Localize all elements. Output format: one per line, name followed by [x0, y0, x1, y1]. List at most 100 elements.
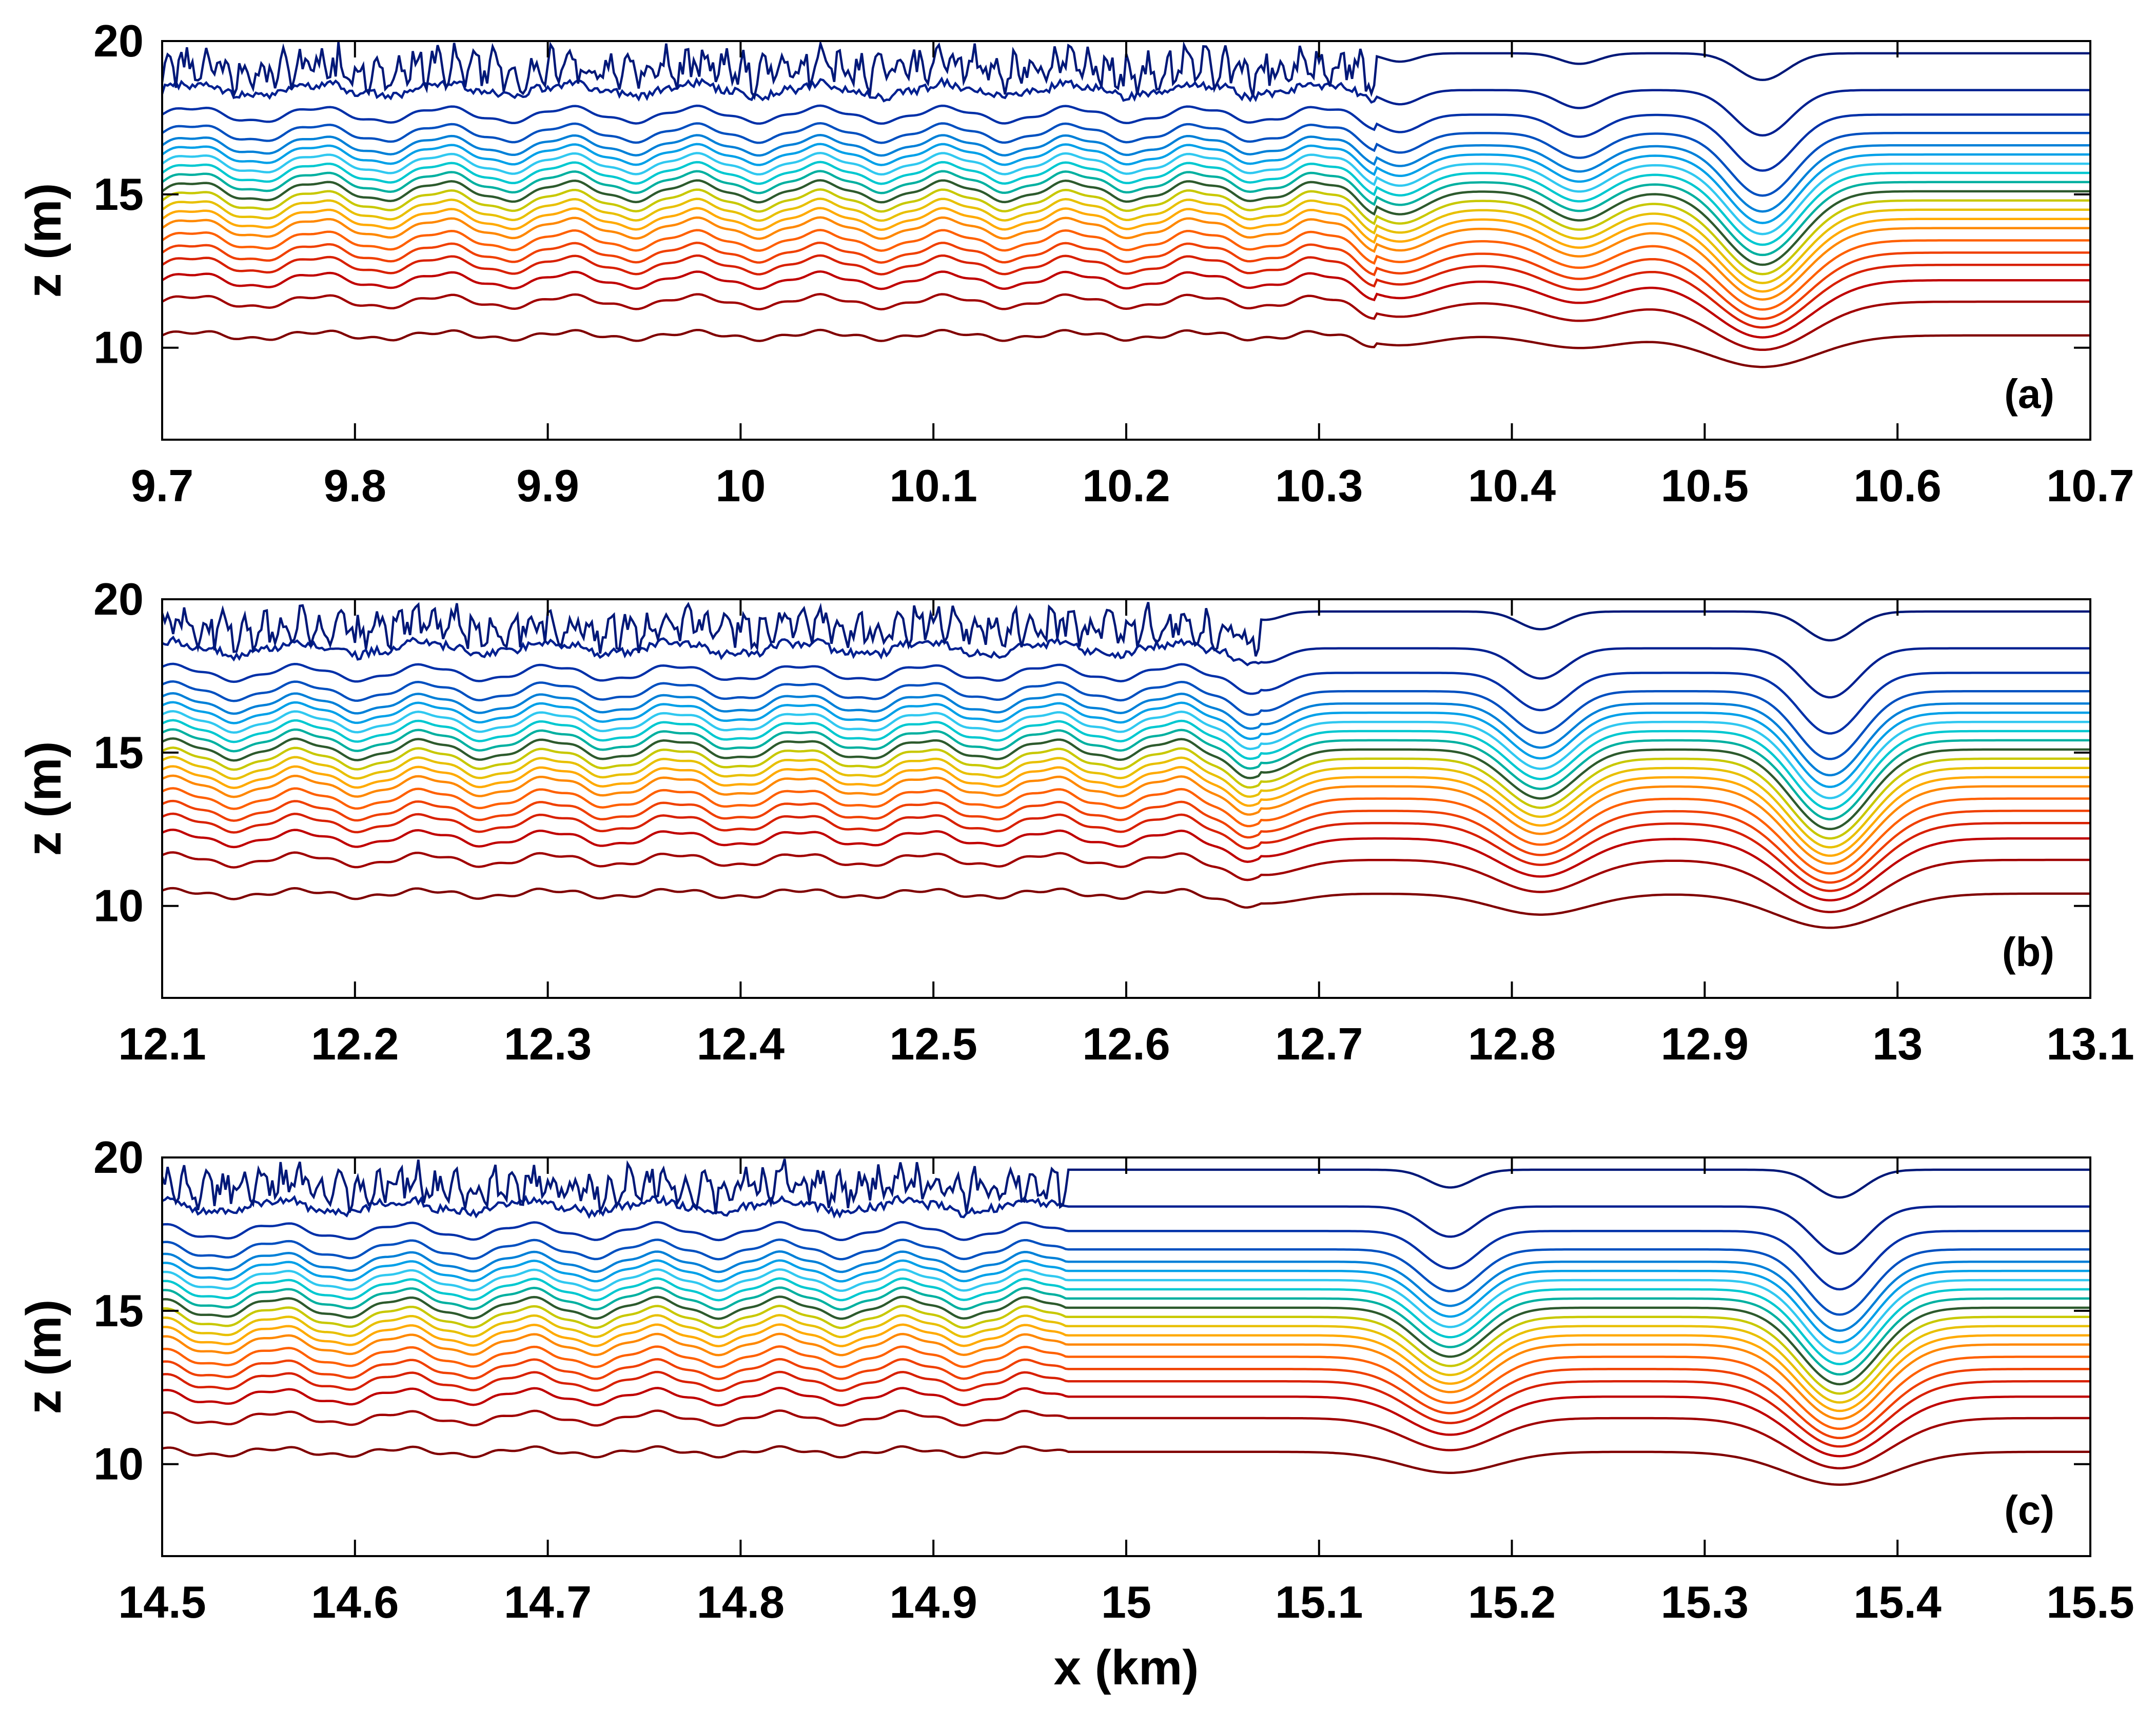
y-axis-label: z (m) [16, 741, 71, 856]
x-tick-label: 10.5 [1661, 460, 1749, 511]
x-tick-label: 10.3 [1275, 460, 1363, 511]
x-tick-label: 10.4 [1468, 460, 1556, 511]
contour-line-1 [162, 887, 2090, 929]
x-tick-label: 10.1 [890, 460, 977, 511]
x-axis-label: x (km) [1054, 1640, 1199, 1695]
y-tick-label: 15 [93, 169, 144, 220]
contour-line-9 [162, 198, 2090, 284]
x-tick-label: 15.4 [1854, 1577, 1942, 1627]
x-tick-label: 12.9 [1661, 1018, 1749, 1069]
contour-line-12 [162, 728, 2090, 820]
contour-line-4 [162, 1370, 2090, 1448]
contour-line-14 [162, 151, 2090, 235]
contour-line-11 [162, 737, 2090, 831]
panel-a: 9.7 9.8 9.9 10 10.1 10.2 10.3 10.4 10.5 10.6 10.7 1… [16, 15, 2134, 511]
contour-line-2 [162, 1409, 2090, 1469]
contour-line-1 [162, 1445, 2090, 1486]
contour-line-6 [162, 1345, 2090, 1430]
contour-line-13 [162, 161, 2090, 246]
contour-line-5 [162, 241, 2090, 320]
y-tick-label: 15 [93, 1285, 144, 1336]
x-tick-label: 9.7 [131, 460, 193, 511]
contour-line-7 [162, 1332, 2090, 1420]
x-tick-label: 12.5 [890, 1018, 977, 1069]
contour-line-17 [162, 1238, 2090, 1316]
x-tick-label: 9.8 [324, 460, 386, 511]
contour-line-7 [162, 774, 2090, 865]
contour-line-3 [162, 1387, 2090, 1458]
x-tick-label: 10.7 [2046, 460, 2134, 511]
y-tick-label: 20 [93, 15, 144, 66]
contour-line-14 [162, 1268, 2090, 1355]
contour-line-16 [162, 1250, 2090, 1332]
y-tick-label: 15 [93, 727, 144, 778]
panel-c: 14.5 14.6 14.7 14.8 14.9 15 15.1 15.2 15.3 15.4 15… [16, 1132, 2134, 1695]
contour-line-20 [162, 601, 2090, 657]
x-tick-label: 14.5 [118, 1577, 206, 1627]
contour-line-10 [162, 747, 2090, 840]
y-tick-label: 20 [93, 574, 144, 624]
contour-line-19 [162, 635, 2090, 699]
contour-group [162, 1158, 2090, 1486]
contour-line-13 [162, 719, 2090, 810]
contour-line-7 [162, 216, 2090, 301]
contour-line-6 [162, 787, 2090, 875]
axes-frame [161, 40, 2091, 441]
x-tick-label: 15 [1101, 1577, 1151, 1627]
contour-line-18 [162, 104, 2090, 172]
contour-line-8 [162, 207, 2090, 293]
contour-group [162, 41, 2090, 368]
contour-line-15 [162, 143, 2090, 224]
contour-line-14 [162, 710, 2090, 799]
y-tick-label: 10 [93, 322, 144, 373]
x-tick-label: 12.2 [311, 1018, 399, 1069]
contour-line-17 [162, 122, 2090, 197]
contour-line-3 [162, 829, 2090, 902]
x-tick-label: 12.3 [504, 1018, 592, 1069]
contour-line-1 [162, 328, 2090, 368]
contour-line-3 [162, 270, 2090, 339]
contour-line-16 [162, 134, 2090, 213]
contour-line-5 [162, 1358, 2090, 1440]
contour-line-13 [162, 1277, 2090, 1366]
x-tick-label: 10.2 [1082, 460, 1170, 511]
contour-line-10 [162, 1305, 2090, 1395]
contour-line-6 [162, 229, 2090, 311]
x-tick-label: 13 [1872, 1018, 1923, 1069]
contour-line-12 [162, 170, 2090, 257]
contour-line-12 [162, 1286, 2090, 1376]
contour-line-15 [162, 1259, 2090, 1344]
x-tick-label: 15.3 [1661, 1577, 1749, 1627]
x-tick-label: 9.9 [516, 460, 579, 511]
contour-line-18 [162, 662, 2090, 735]
y-axis-label: z (m) [16, 1300, 71, 1415]
x-tick-label: 14.6 [311, 1577, 399, 1627]
y-tick-label: 10 [93, 880, 144, 931]
y-tick-label: 20 [93, 1132, 144, 1183]
x-tick-label: 12.7 [1275, 1018, 1363, 1069]
contour-line-2 [162, 851, 2090, 913]
x-tick-label: 14.8 [697, 1577, 785, 1627]
contour-line-11 [162, 179, 2090, 266]
contour-line-17 [162, 680, 2090, 760]
contour-line-15 [162, 701, 2090, 788]
x-tick-label: 10 [715, 460, 766, 511]
x-tick-label: 12.4 [697, 1018, 785, 1069]
y-axis-label: z (m) [16, 183, 71, 298]
contour-line-9 [162, 1314, 2090, 1404]
panel-label: (b) [2002, 929, 2054, 975]
x-tick-label: 15.1 [1275, 1577, 1363, 1627]
contour-line-9 [162, 756, 2090, 849]
contour-line-11 [162, 1295, 2090, 1386]
contour-line-18 [162, 1221, 2090, 1291]
x-tick-label: 14.7 [504, 1577, 592, 1627]
contour-line-8 [162, 765, 2090, 857]
contour-line-8 [162, 1323, 2090, 1412]
x-tick-label: 15.5 [2046, 1577, 2134, 1627]
x-tick-label: 15.2 [1468, 1577, 1556, 1627]
contour-line-4 [162, 254, 2090, 329]
contour-line-16 [162, 692, 2090, 777]
panel-label: (c) [2004, 1487, 2054, 1533]
x-tick-label: 14.9 [890, 1577, 977, 1627]
